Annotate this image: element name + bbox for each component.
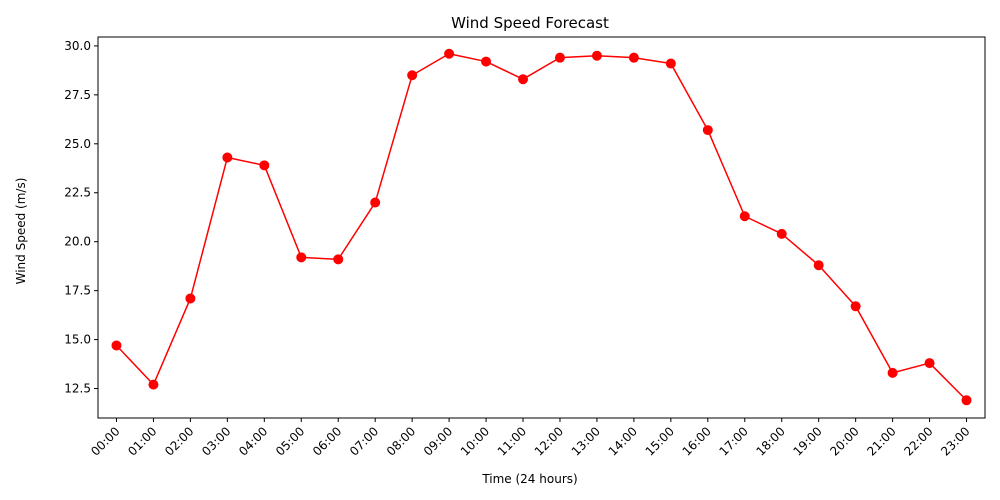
- y-tick-label: 27.5: [64, 88, 91, 102]
- data-point: [702, 125, 713, 136]
- data-point: [370, 197, 381, 208]
- y-tick-label: 22.5: [64, 186, 91, 200]
- chart-title: Wind Speed Forecast: [451, 14, 609, 32]
- data-point: [444, 48, 455, 59]
- data-point: [739, 211, 750, 222]
- data-point: [850, 301, 861, 312]
- data-point: [111, 340, 122, 351]
- data-point: [148, 379, 159, 390]
- y-tick-label: 30.0: [64, 39, 91, 53]
- data-point: [407, 70, 418, 81]
- y-tick-label: 20.0: [64, 235, 91, 249]
- data-point: [665, 58, 676, 69]
- data-point: [628, 52, 639, 63]
- data-point: [776, 228, 787, 239]
- data-point: [333, 254, 344, 265]
- data-point: [481, 56, 492, 67]
- plot-frame: [97, 36, 986, 419]
- y-tick-label: 12.5: [64, 382, 91, 396]
- y-tick-label: 25.0: [64, 137, 91, 151]
- data-point: [185, 293, 196, 304]
- x-axis-label: Time (24 hours): [481, 472, 577, 486]
- y-axis-label: Wind Speed (m/s): [14, 178, 28, 285]
- y-tick-label: 17.5: [64, 284, 91, 298]
- data-point: [961, 395, 972, 406]
- data-point: [887, 367, 898, 378]
- y-tick-label: 15.0: [64, 333, 91, 347]
- data-point: [554, 52, 565, 63]
- data-point: [259, 160, 270, 171]
- data-point: [813, 260, 824, 271]
- data-point: [518, 74, 529, 85]
- data-point: [222, 152, 233, 163]
- data-point: [296, 252, 307, 263]
- data-point: [924, 358, 935, 369]
- data-point: [591, 50, 602, 61]
- series-line: [115, 52, 968, 401]
